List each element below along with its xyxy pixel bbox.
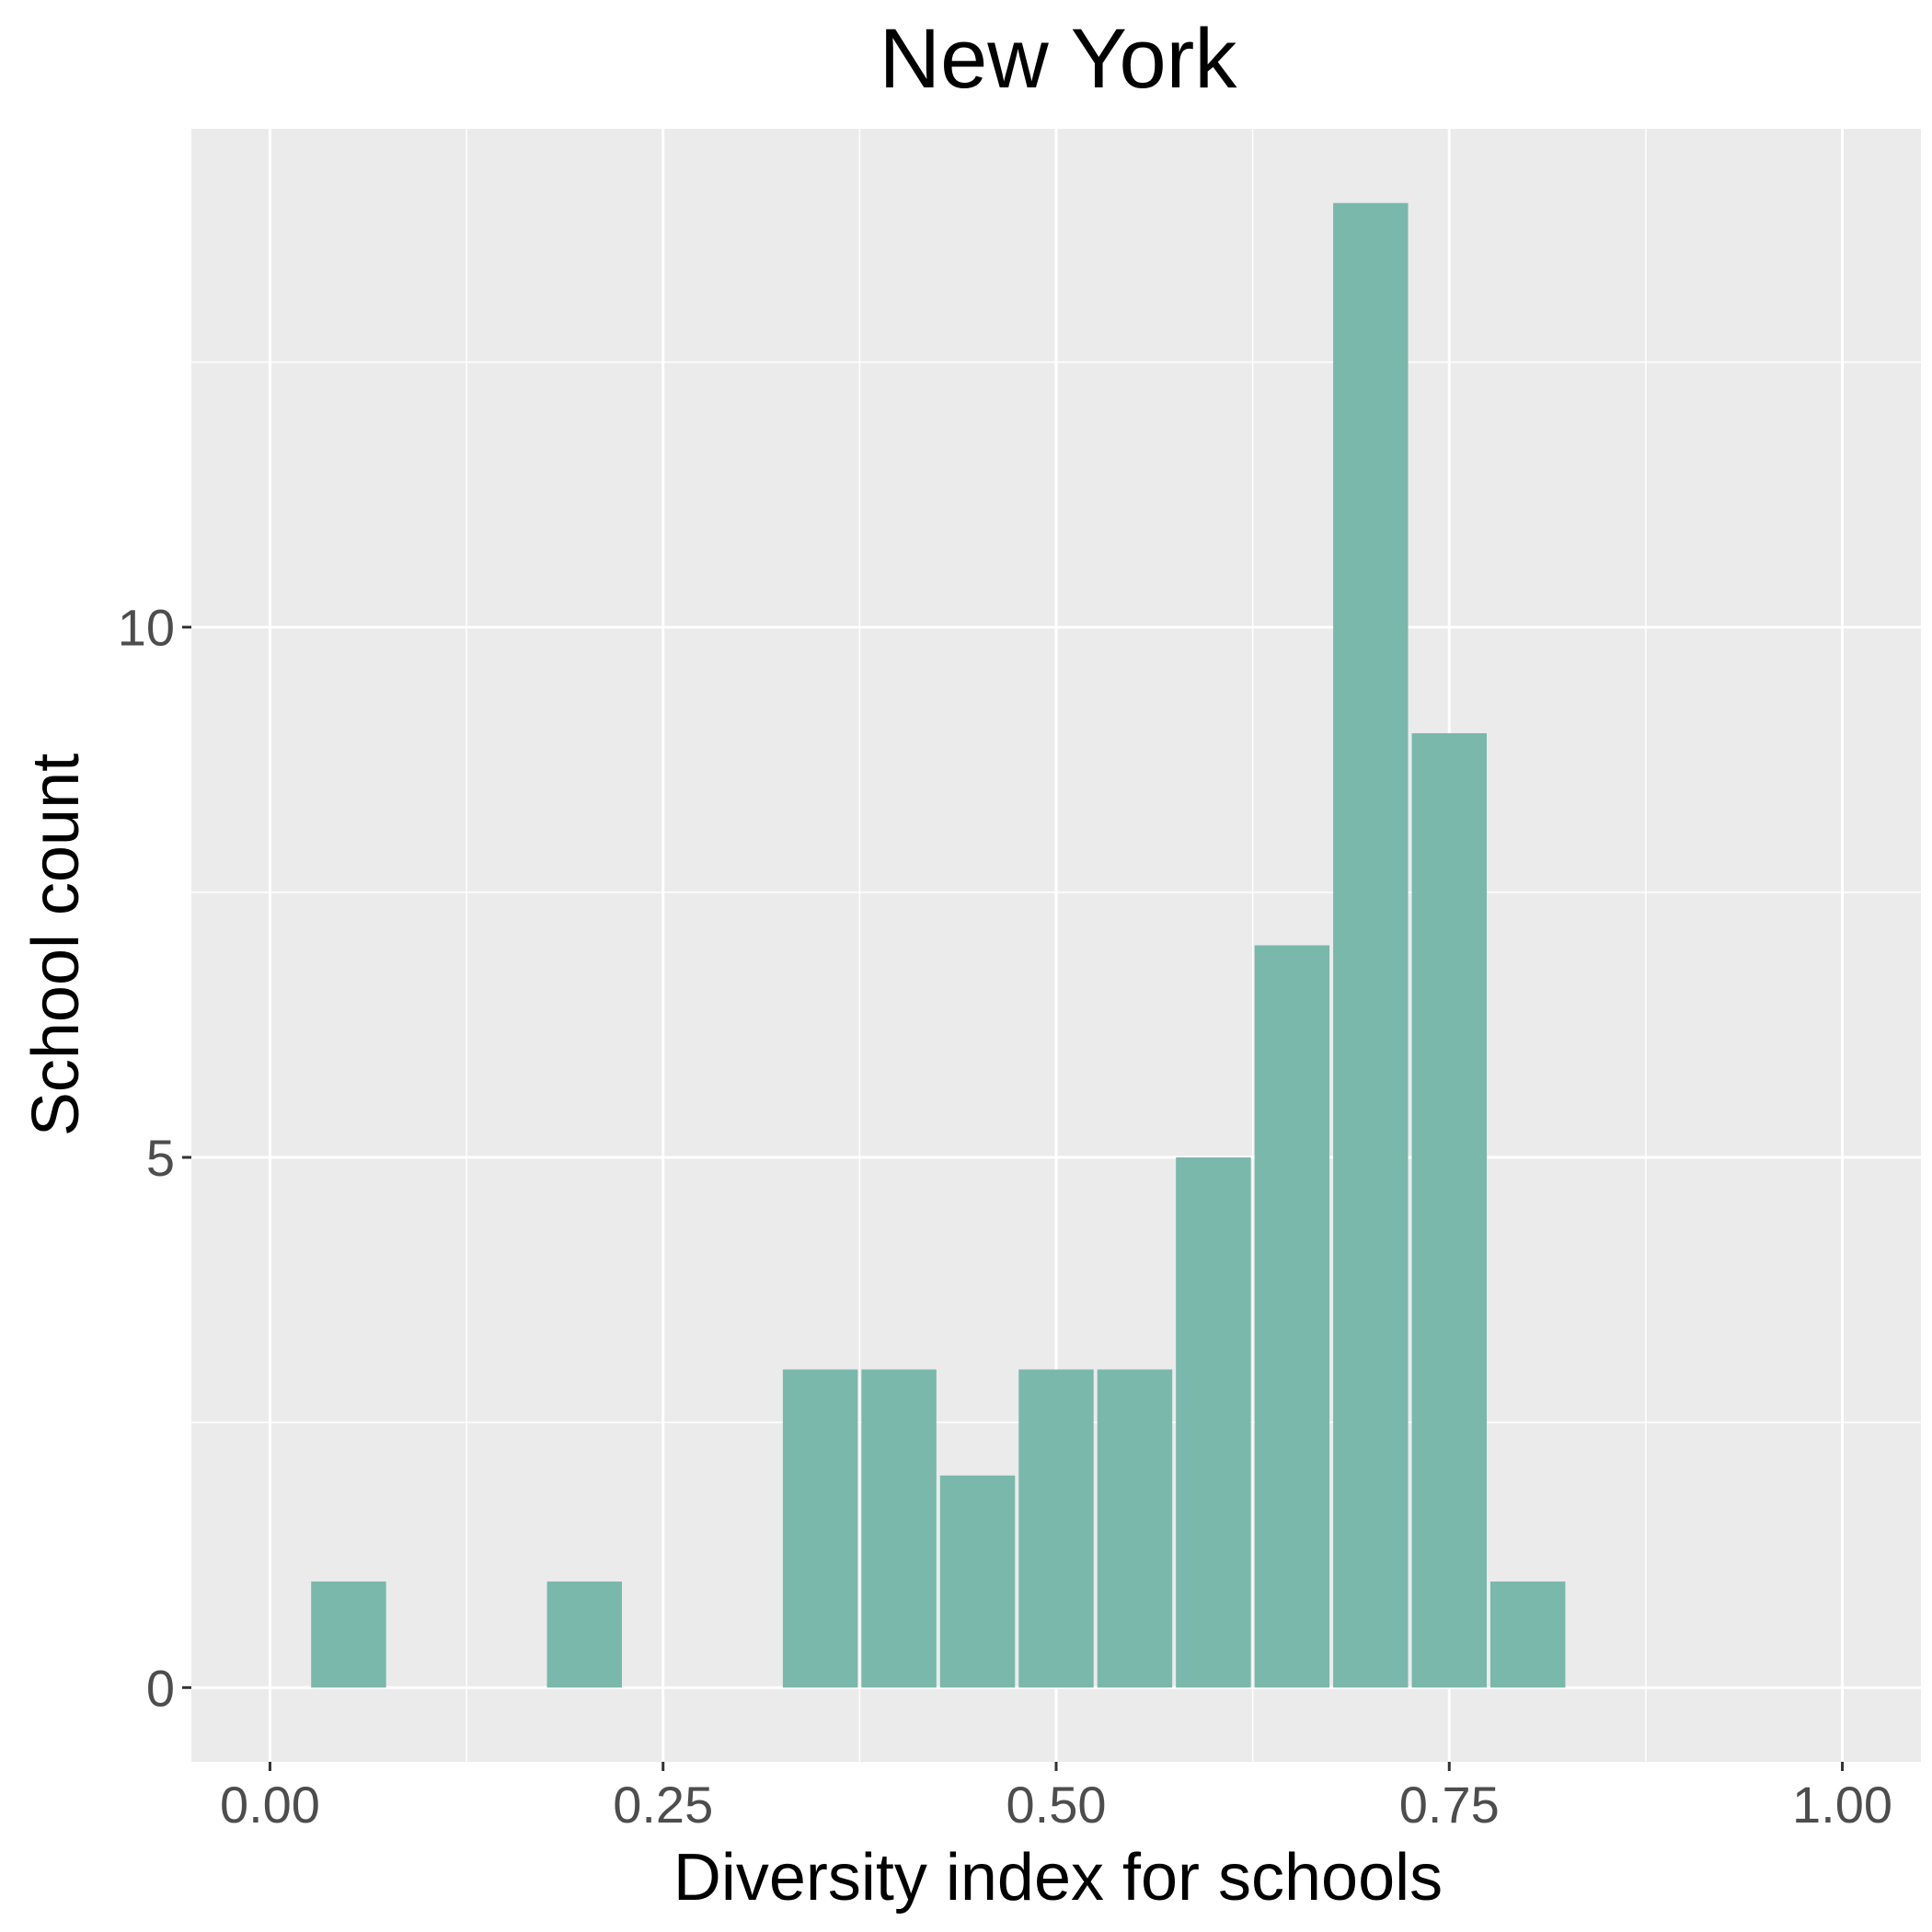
- histogram-bar: [861, 1369, 937, 1688]
- y-tick-label: 5: [146, 1129, 175, 1187]
- histogram-bar: [1018, 1369, 1094, 1688]
- histogram-bar: [1490, 1581, 1566, 1688]
- x-tick-label: 0.25: [613, 1776, 713, 1834]
- x-axis-title: Diversity index for schools: [673, 1841, 1443, 1915]
- bars: [311, 202, 1566, 1688]
- histogram-bar: [1254, 945, 1330, 1688]
- histogram-bar: [1097, 1369, 1173, 1688]
- histogram-bar: [782, 1369, 858, 1688]
- y-tick-label: 0: [146, 1659, 175, 1717]
- histogram-bar: [939, 1475, 1016, 1688]
- x-tick-label: 1.00: [1792, 1776, 1892, 1834]
- histogram-bar: [1176, 1157, 1251, 1688]
- axes: 0.00 0.25 0.50 0.75 1.00 0 5 10: [118, 599, 1892, 1834]
- histogram-bar: [546, 1581, 622, 1688]
- x-tick-label: 0.00: [220, 1776, 320, 1834]
- histogram-bar: [1333, 202, 1409, 1688]
- x-tick-label: 0.75: [1399, 1776, 1500, 1834]
- chart-title: New York: [880, 12, 1238, 106]
- y-tick-label: 10: [118, 599, 175, 657]
- histogram-bar: [1411, 732, 1487, 1688]
- x-tick-label: 0.50: [1006, 1776, 1107, 1834]
- y-axis-title: School count: [19, 753, 93, 1136]
- histogram-bar: [311, 1581, 386, 1688]
